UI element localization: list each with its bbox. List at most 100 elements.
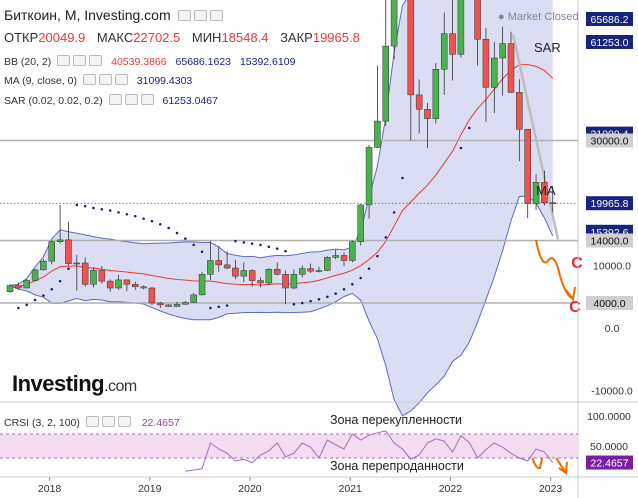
close-icon[interactable] [209, 10, 223, 21]
x-tick-label: 2020 [238, 483, 262, 495]
eye-icon[interactable] [108, 94, 122, 105]
sar-dot [250, 242, 254, 245]
sar-dot [75, 203, 79, 207]
candle-body [332, 255, 339, 258]
gear-icon[interactable] [73, 55, 87, 66]
sar-dot [342, 287, 346, 291]
sar-dot [292, 302, 296, 306]
crsi-pane: 100.0000 50.0000 22.4657 [0, 411, 633, 472]
bb-middle-line [9, 64, 554, 288]
indicator-sar-label: SAR (0.02, 0.02, 0.2) [4, 95, 103, 107]
candle-body [240, 270, 248, 277]
crsi-value-box [586, 455, 633, 470]
candle-body [198, 274, 206, 296]
sar-dots [17, 126, 471, 310]
y-tick-label: 10000.0 [593, 261, 631, 273]
candle-body [257, 280, 264, 284]
annotation-overbought: Зона перекупленности [330, 413, 463, 427]
gear-icon[interactable] [98, 74, 112, 85]
marker-c: C [571, 255, 583, 272]
x-tick-label: 2022 [439, 483, 463, 495]
indicator-sar-row[interactable]: SAR (0.02, 0.02, 0.2) 61253.0467 [4, 94, 218, 107]
sar-dot [267, 245, 271, 249]
ohlc-close-label: ЗАКР [280, 30, 313, 45]
candle-body [499, 43, 506, 59]
eye-icon[interactable] [57, 55, 71, 66]
sar-dot [384, 236, 388, 239]
ohlc-high-label: МАКС [96, 30, 134, 45]
ohlc-open-label: ОТКР [4, 30, 39, 45]
forecast-arrowhead-1 [565, 286, 576, 302]
logo-suffix: .com [104, 378, 137, 395]
candle-body [15, 285, 22, 289]
sar-dot [300, 301, 304, 305]
price-label-text: 4000.0 [593, 298, 625, 310]
crsi-y-tick-label: 100.0000 [587, 411, 631, 423]
sar-dot [92, 206, 95, 210]
y-tick-label: -10000.0 [591, 386, 633, 398]
crsi-label: CRSI (3, 2, 100) [4, 417, 80, 429]
sar-dot [50, 287, 54, 291]
candle-body [73, 262, 81, 265]
marker-c: C [569, 299, 581, 316]
sar-dot [392, 211, 396, 214]
sar-dot [67, 267, 70, 270]
candle-body [23, 280, 30, 289]
price-label-box [586, 233, 633, 248]
gear-icon[interactable] [193, 10, 207, 21]
indicator-bb-row[interactable]: BB (20, 2) 40539.3866 65686.1623 15392.6… [4, 55, 295, 68]
candle-body [290, 274, 298, 289]
candle-body [282, 274, 289, 289]
close-icon[interactable] [114, 74, 128, 85]
close-icon[interactable] [117, 416, 131, 427]
candle-body [424, 109, 431, 119]
market-status-text: Market Closed [507, 11, 579, 23]
ma-trend-line [511, 33, 560, 240]
annotation-ma: MA [536, 183, 556, 198]
candle-body [157, 302, 164, 306]
close-icon[interactable] [140, 94, 154, 105]
candle-body [507, 43, 515, 93]
candle-body [215, 260, 222, 266]
price-label-box [586, 296, 633, 310]
candle-body [31, 269, 39, 281]
close-icon[interactable] [89, 55, 103, 66]
candle-body [65, 239, 72, 264]
gear-icon[interactable] [124, 94, 138, 105]
crsi-header[interactable]: CRSI (3, 2, 100) 22.4657 [4, 416, 180, 429]
candle-body [106, 280, 114, 289]
price-label-text: 19965.8 [591, 198, 629, 210]
candle-body [48, 241, 55, 262]
eye-icon[interactable] [82, 74, 96, 85]
ohlc-close-value: 19965.8 [312, 30, 360, 45]
candle-body [432, 69, 440, 119]
x-tick-label: 2023 [539, 483, 563, 495]
sar-dot [192, 243, 195, 247]
candle-body [357, 204, 364, 242]
sar-dot [150, 219, 154, 223]
ohlc-low-label: МИН [191, 30, 222, 45]
candle-body [382, 45, 389, 122]
x-tick-label: 2018 [38, 483, 62, 495]
price-label-box [586, 35, 633, 49]
candle-body [265, 269, 273, 284]
price-label-text: 30000.0 [591, 136, 629, 148]
price-label-text: 61253.0 [591, 37, 629, 49]
crsi-value: 22.4657 [141, 417, 180, 429]
eye-icon[interactable] [101, 416, 115, 427]
indicator-ma-row[interactable]: MA (9, close, 0) 31099.4303 [4, 74, 192, 87]
candle-body [549, 202, 556, 204]
settings-icon[interactable] [177, 10, 191, 21]
sar-dot [100, 207, 104, 211]
sar-dot [108, 209, 112, 212]
candle-body [474, 0, 481, 40]
y-tick-label: 0.0 [605, 323, 620, 335]
candle-body [98, 269, 106, 282]
candle-body [173, 304, 181, 307]
gear-icon[interactable] [85, 416, 99, 427]
candle-body [324, 257, 331, 271]
annotation-sar: SAR [534, 40, 561, 55]
sar-dot [359, 276, 363, 280]
candle-body [165, 304, 172, 307]
